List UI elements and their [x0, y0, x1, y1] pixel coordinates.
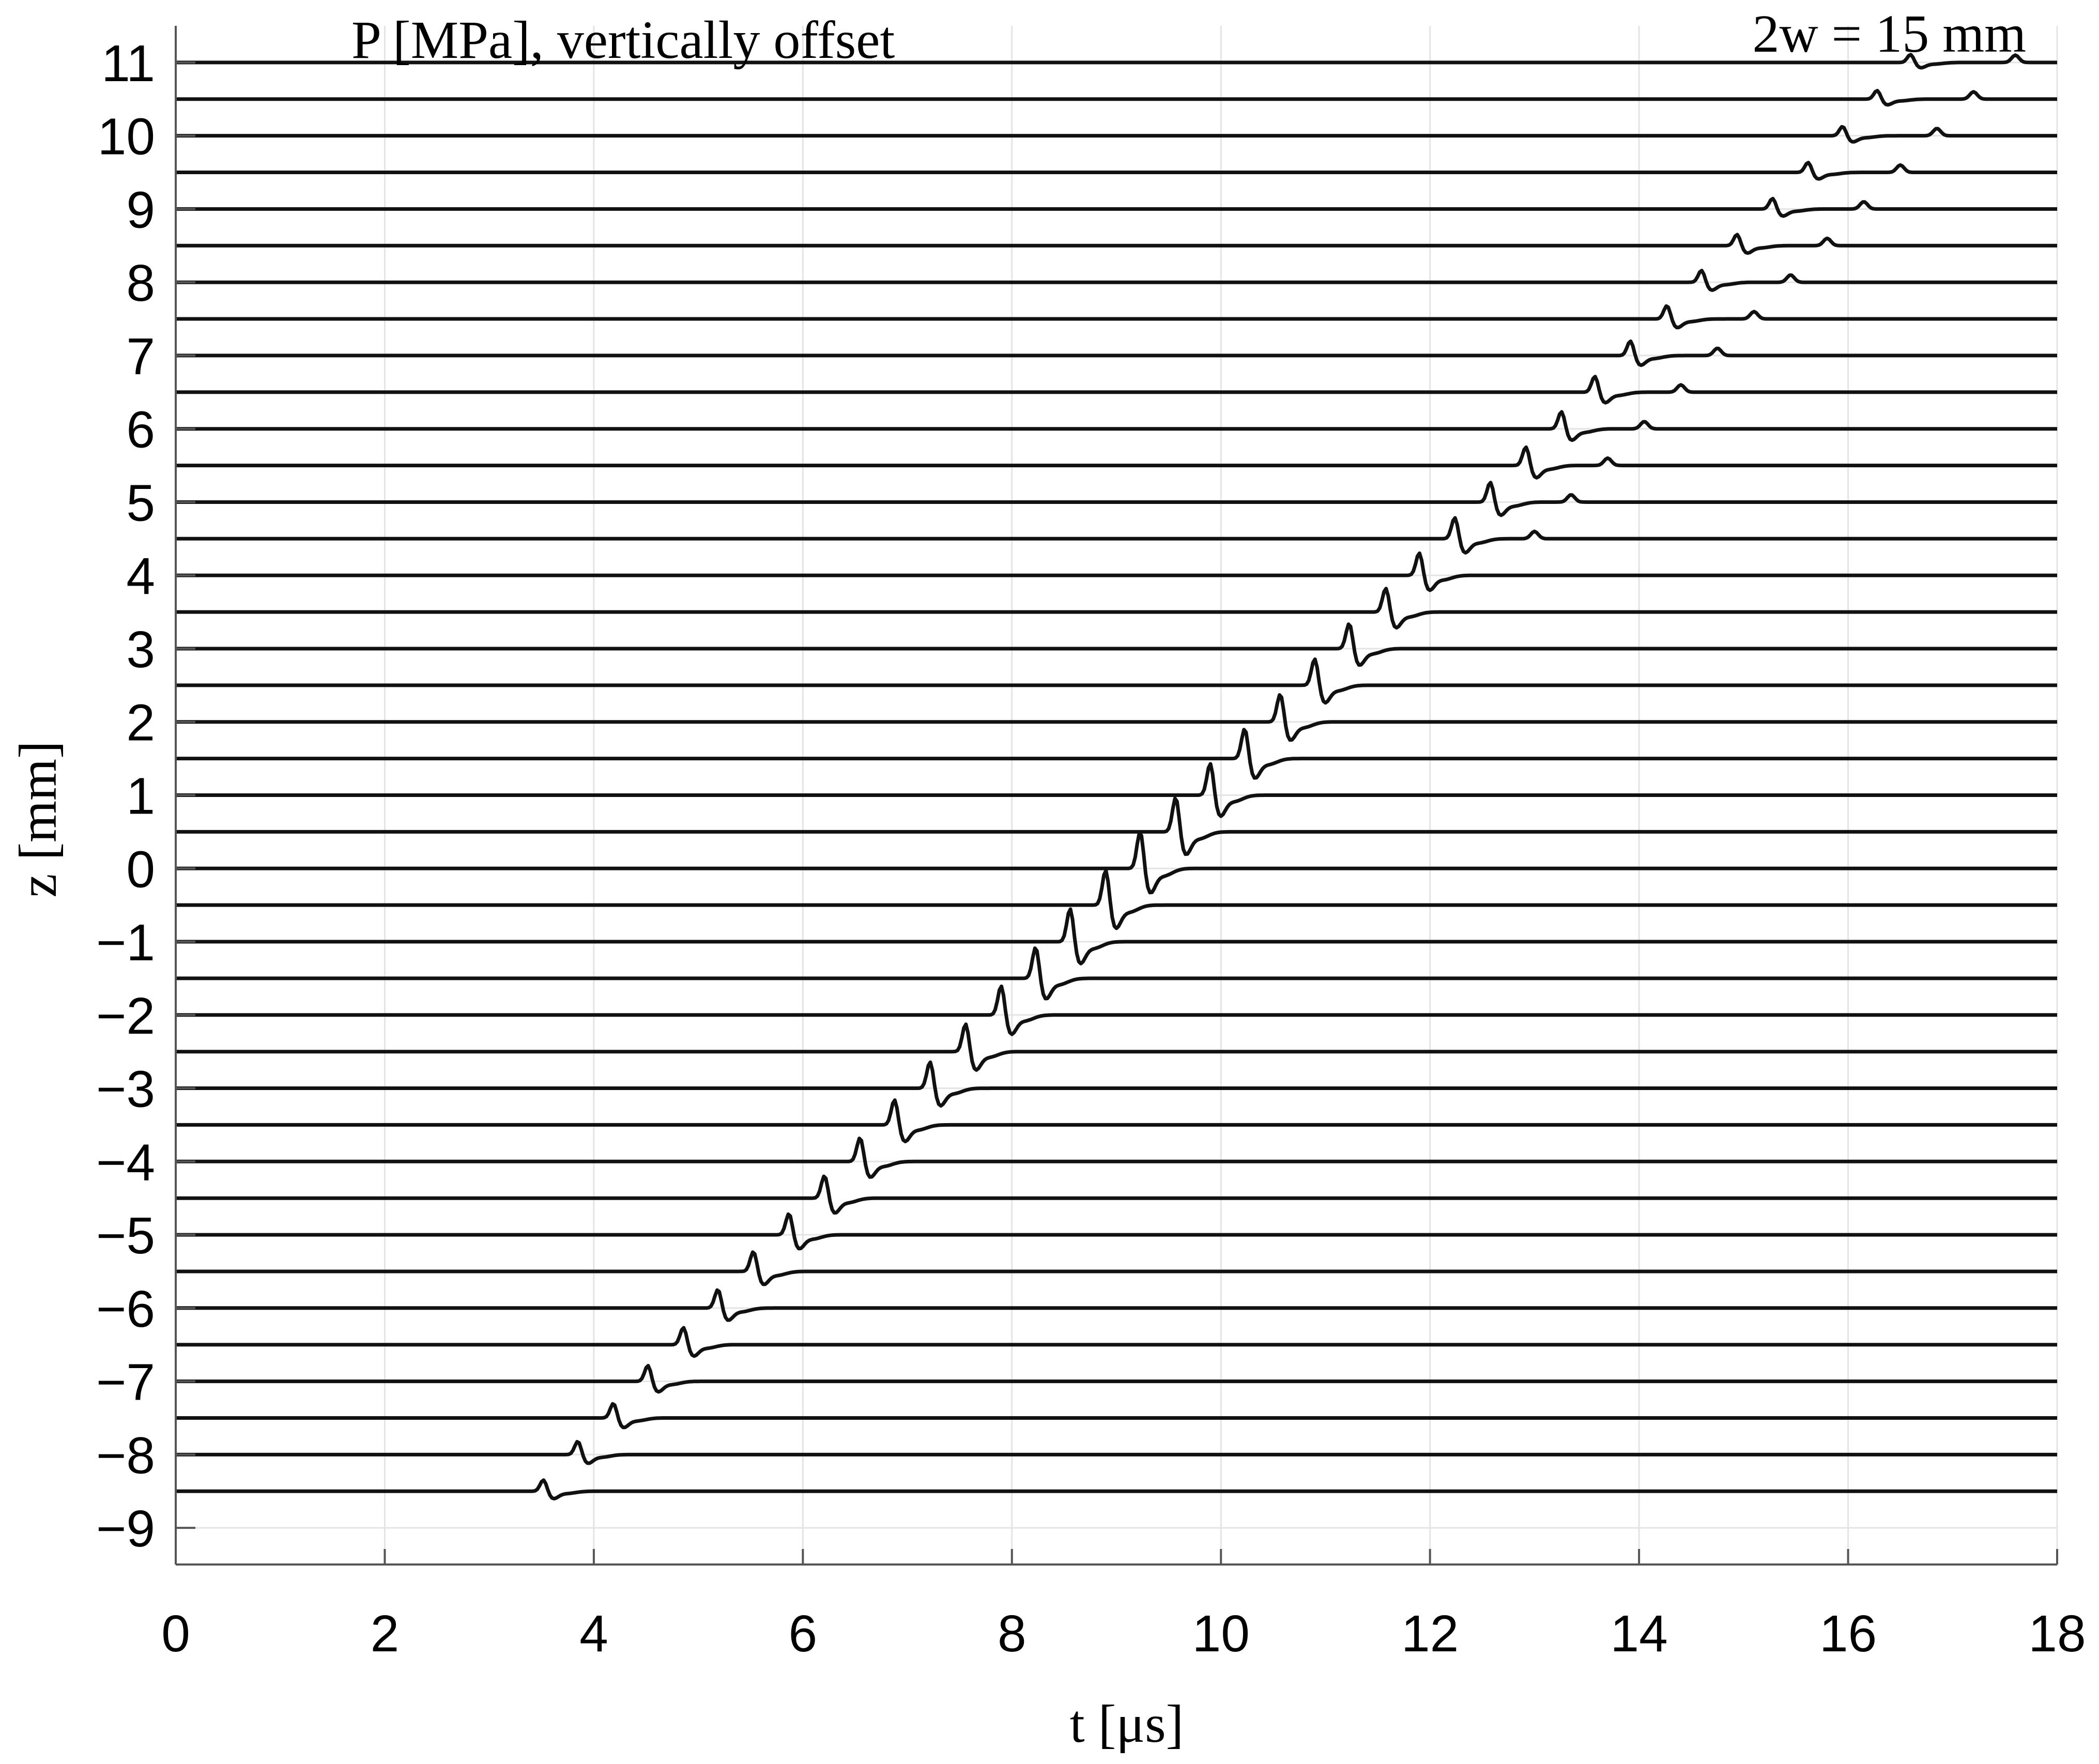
- x-axis-label: t [μs]: [1070, 1694, 1184, 1754]
- y-tick-label: 0: [126, 840, 155, 898]
- annotation-left: P [MPa], vertically offset: [351, 10, 895, 70]
- y-tick-label: −1: [96, 914, 155, 972]
- pressure-trace: [176, 269, 2057, 292]
- x-tick-label: 2: [371, 1605, 400, 1663]
- pressure-trace: [176, 1363, 2057, 1394]
- pressure-trace: [176, 1137, 2057, 1179]
- y-tick-label: −5: [96, 1207, 155, 1265]
- pressure-trace: [176, 1250, 2057, 1286]
- pressure-trace: [176, 657, 2057, 705]
- y-tick-label: 11: [101, 35, 155, 93]
- y-tick-label: −6: [96, 1280, 155, 1338]
- trace-group: [176, 53, 2057, 1501]
- annotation-right: 2w = 15 mm: [1752, 4, 2026, 64]
- y-axis-label: z [mm]: [8, 741, 68, 897]
- x-tick-label: 8: [998, 1605, 1026, 1663]
- pressure-trace: [176, 1402, 2057, 1430]
- y-tick-label: 8: [126, 254, 155, 312]
- y-tick-label: −7: [96, 1354, 155, 1412]
- tick-labels: 0 2 4 6 8 10 12 14 16 18−9−8−7−6−5−4−3−2−10123456…: [96, 35, 2086, 1663]
- pressure-trace: [176, 161, 2057, 181]
- x-tick-label: 18: [2028, 1605, 2086, 1663]
- x-tick-label: 0: [161, 1605, 190, 1663]
- pressure-trace: [176, 796, 2057, 856]
- pressure-trace: [176, 53, 2057, 70]
- x-tick-label: 4: [579, 1605, 608, 1663]
- y-tick-label: −9: [96, 1500, 155, 1558]
- pressure-trace: [176, 481, 2057, 517]
- pressure-trace: [176, 88, 2057, 107]
- pressure-trace: [176, 587, 2057, 630]
- y-tick-label: 4: [126, 547, 155, 605]
- pressure-trace: [176, 831, 2057, 895]
- y-tick-label: 5: [126, 474, 155, 532]
- pressure-trace: [176, 1174, 2057, 1215]
- y-tick-label: 7: [126, 328, 155, 386]
- pressure-trace: [176, 551, 2057, 592]
- y-tick-label: 6: [126, 401, 155, 459]
- pressure-trace: [176, 1440, 2057, 1465]
- y-tick-label: −8: [96, 1426, 155, 1484]
- axes: [175, 26, 2058, 1566]
- pressure-trace: [176, 304, 2057, 330]
- x-tick-label: 6: [789, 1605, 818, 1663]
- pressure-trace: [176, 693, 2057, 742]
- y-tick-label: −3: [96, 1061, 155, 1118]
- pressure-trace: [176, 1098, 2057, 1144]
- y-tick-label: −2: [96, 987, 155, 1045]
- x-tick-label: 16: [1819, 1605, 1877, 1663]
- pressure-trace: [176, 1326, 2057, 1358]
- pressure-trace: [176, 1212, 2057, 1251]
- x-tick-label: 12: [1401, 1605, 1459, 1663]
- pressure-trace: [176, 410, 2057, 442]
- pressure-trace: [176, 1060, 2057, 1108]
- pressure-trace: [176, 868, 2057, 930]
- pressure-trace: [176, 516, 2057, 555]
- pressure-trace: [176, 339, 2057, 367]
- pressure-trace: [176, 1022, 2057, 1072]
- y-tick-label: 2: [126, 694, 155, 752]
- pressure-trace: [176, 946, 2057, 1001]
- y-tick-label: 3: [126, 621, 155, 679]
- pressure-trace: [176, 233, 2057, 255]
- y-tick-label: 9: [126, 181, 155, 239]
- pressure-trace: [176, 907, 2057, 965]
- pressure-trace: [176, 762, 2057, 818]
- y-tick-label: −4: [96, 1133, 155, 1191]
- x-tick-label: 14: [1610, 1605, 1667, 1663]
- pressure-trace: [176, 125, 2057, 144]
- pressure-trace: [176, 375, 2057, 405]
- pressure-trace: [176, 622, 2057, 667]
- x-tick-label: 10: [1192, 1605, 1250, 1663]
- pressure-trace: [176, 1288, 2057, 1322]
- y-tick-label: 1: [126, 768, 155, 825]
- pressure-trace: [176, 984, 2057, 1036]
- pressure-trace: [176, 728, 2057, 780]
- y-tick-label: 10: [98, 108, 155, 166]
- pressure-trace: [176, 445, 2057, 480]
- pressure-trace: [176, 1478, 2057, 1501]
- pressure-trace: [176, 196, 2057, 218]
